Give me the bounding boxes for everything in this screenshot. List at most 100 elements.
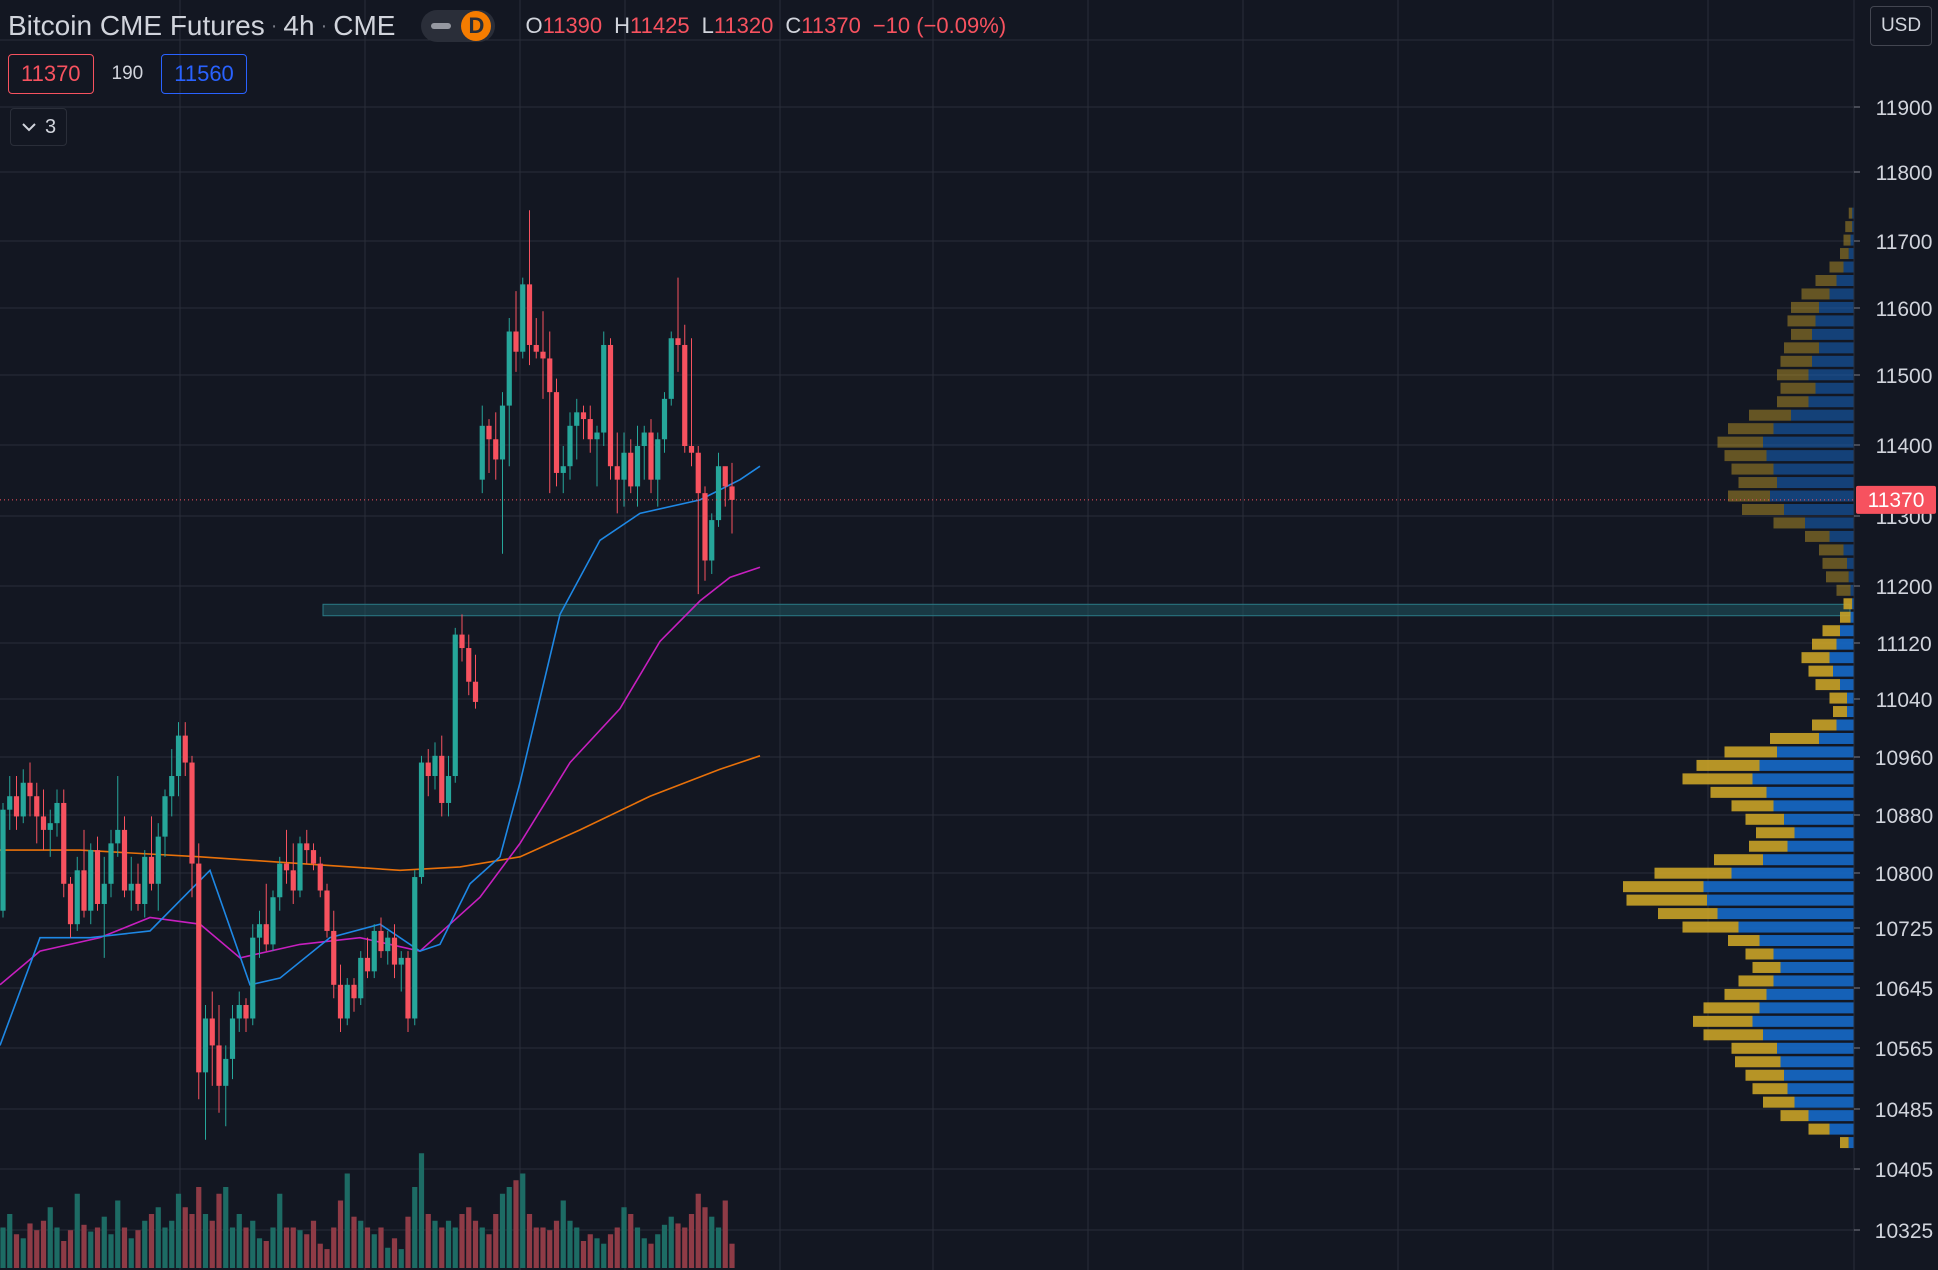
candle — [135, 863, 141, 911]
candle-body — [364, 957, 371, 972]
volume-profile-sell-bar — [1829, 261, 1844, 273]
candle-body — [715, 466, 722, 521]
candle-body — [189, 762, 195, 864]
candle-body — [439, 755, 445, 803]
candle — [655, 432, 661, 507]
price-tick-label: 10565 — [1875, 1038, 1933, 1061]
candle-body — [310, 850, 317, 864]
volume-bar — [324, 1249, 330, 1268]
volume-bar — [34, 1230, 40, 1268]
volume-profile-buy-bar — [1787, 1083, 1854, 1095]
candle — [526, 210, 533, 366]
candle — [81, 829, 87, 918]
candle-body — [216, 1045, 222, 1086]
volume-profile-sell-bar — [1791, 328, 1812, 340]
volume-bar — [574, 1227, 580, 1268]
volume-bar — [270, 1227, 276, 1268]
separator-dot: · — [270, 14, 278, 37]
candle-body — [20, 782, 26, 817]
support-zone[interactable] — [322, 603, 1851, 617]
candle — [553, 378, 560, 487]
volume-profile-sell-bar — [1801, 288, 1830, 300]
candle-body — [229, 1018, 236, 1059]
candle-body — [499, 405, 506, 460]
volume-profile-sell-bar — [1812, 719, 1837, 731]
volume-bar — [358, 1220, 364, 1268]
volume-profile-buy-bar — [1848, 1137, 1854, 1149]
candle — [378, 917, 384, 958]
volume-profile-buy-bar — [1829, 652, 1854, 664]
candle — [216, 1005, 222, 1113]
candle-body — [634, 446, 641, 487]
price-tick-label: 11800 — [1876, 162, 1933, 185]
volume-profile-buy-bar — [1777, 746, 1854, 758]
volume-bar — [547, 1230, 553, 1268]
volume-profile-sell-bar — [1703, 1029, 1763, 1041]
indicators-collapse-button[interactable]: 3 — [10, 108, 68, 146]
candle — [54, 789, 60, 837]
candle — [47, 809, 53, 857]
chart-legend-header: Bitcoin CME Futures · 4h · CME D O11390 … — [8, 6, 1006, 46]
candle-body — [223, 1058, 229, 1086]
volume-profile-buy-bar — [1836, 719, 1854, 731]
volume-bar — [398, 1249, 404, 1268]
ma-fast-line — [0, 465, 761, 1046]
buy-price-button[interactable]: 11560 — [161, 54, 247, 94]
interval-label[interactable]: 4h — [283, 10, 315, 41]
candle — [243, 998, 249, 1032]
candle-body — [540, 351, 546, 359]
market-status-toggle[interactable]: D — [421, 10, 496, 42]
candle-body — [74, 870, 80, 925]
candle — [472, 654, 479, 709]
candle — [209, 991, 215, 1086]
candle-body — [277, 863, 283, 898]
sell-price-button[interactable]: 11370 — [8, 54, 94, 94]
volume-profile-buy-bar — [1843, 544, 1854, 556]
volume-bar — [142, 1220, 148, 1268]
volume-profile-buy-bar — [1808, 369, 1854, 381]
currency-button[interactable]: USD — [1870, 6, 1932, 46]
volume-profile-sell-bar — [1738, 975, 1774, 987]
close-value: 11370 — [801, 13, 861, 38]
candle-body — [317, 863, 323, 891]
volume-bar — [317, 1243, 323, 1268]
volume-bar — [250, 1220, 256, 1268]
volume-profile-sell-bar — [1773, 517, 1805, 529]
price-tick-label: 11900 — [1876, 97, 1933, 120]
candle-body — [47, 823, 53, 830]
volume-profile-sell-bar — [1784, 342, 1819, 354]
volume-profile-buy-bar — [1777, 477, 1854, 489]
volume-bar — [101, 1216, 107, 1268]
candle — [574, 398, 580, 460]
candles[interactable] — [0, 210, 735, 1140]
volume-bar — [466, 1207, 472, 1268]
volume-profile-buy-bar — [1847, 557, 1854, 569]
volume-profile-buy-bar — [1833, 665, 1854, 677]
candle — [263, 883, 269, 952]
volume-profile-buy-bar — [1759, 1002, 1854, 1014]
volume-profile-sell-bar — [1710, 786, 1767, 798]
candle — [520, 277, 526, 359]
volume-bar — [67, 1230, 74, 1268]
volume-profile-sell-bar — [1724, 450, 1767, 462]
candle-body — [378, 930, 384, 952]
volume-bar — [432, 1220, 438, 1268]
candle — [94, 836, 101, 911]
candle — [675, 277, 681, 372]
candle — [34, 782, 40, 844]
volume-bar — [634, 1227, 641, 1268]
volume-bar — [263, 1241, 269, 1268]
candle-body — [479, 425, 485, 480]
volume-bar — [688, 1214, 695, 1268]
volume-bar — [7, 1214, 13, 1268]
candle-body — [506, 331, 512, 406]
volume-bar — [479, 1227, 485, 1268]
volume-bar — [655, 1234, 661, 1268]
volume-bar — [439, 1227, 445, 1268]
volume-profile-sell-bar — [1777, 396, 1809, 408]
symbol-name[interactable]: Bitcoin CME Futures — [8, 10, 265, 41]
candle — [358, 951, 364, 1006]
candle — [371, 924, 377, 979]
price-tick-label: 10800 — [1875, 863, 1933, 886]
